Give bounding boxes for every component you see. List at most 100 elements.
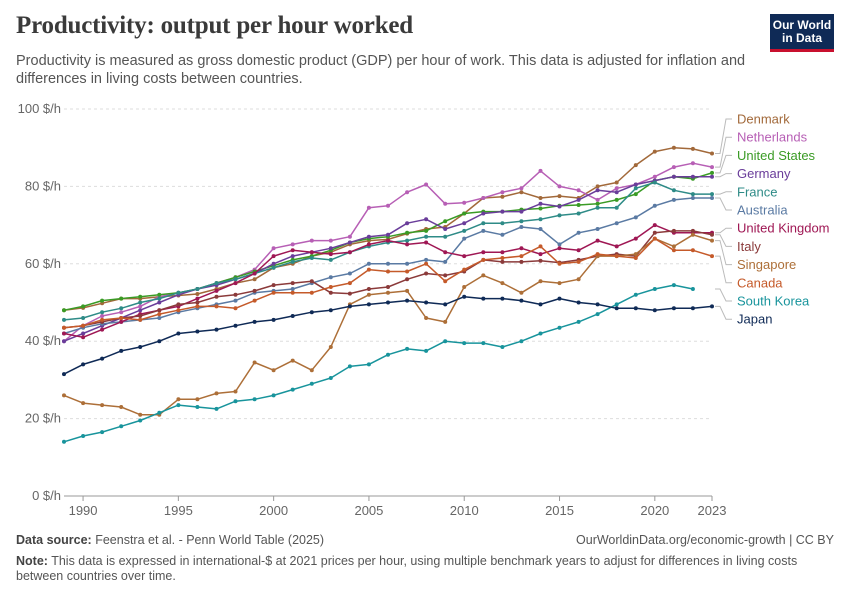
- series-japan[interactable]: [62, 294, 714, 377]
- data-point-united-states[interactable]: [576, 203, 581, 207]
- data-point-australia[interactable]: [633, 215, 638, 220]
- data-point-france[interactable]: [214, 281, 219, 286]
- data-point-france[interactable]: [595, 205, 600, 210]
- data-point-australia[interactable]: [576, 230, 581, 235]
- data-point-united-states[interactable]: [595, 201, 600, 206]
- data-point-netherlands[interactable]: [386, 203, 390, 208]
- data-point-germany[interactable]: [481, 211, 486, 216]
- data-point-germany[interactable]: [614, 190, 619, 195]
- data-point-japan[interactable]: [595, 302, 600, 307]
- data-point-singapore[interactable]: [500, 281, 505, 286]
- data-point-netherlands[interactable]: [557, 184, 562, 189]
- data-point-united-states[interactable]: [157, 292, 162, 297]
- data-point-italy[interactable]: [519, 259, 524, 264]
- data-point-japan[interactable]: [652, 308, 657, 313]
- data-point-canada[interactable]: [138, 317, 143, 322]
- data-point-singapore[interactable]: [405, 288, 410, 293]
- data-source-text[interactable]: Feenstra et al. - Penn World Table (2025…: [91, 533, 325, 547]
- data-point-italy[interactable]: [195, 300, 200, 305]
- data-point-france[interactable]: [328, 257, 333, 262]
- data-point-canada[interactable]: [233, 306, 238, 311]
- data-point-japan[interactable]: [519, 298, 524, 303]
- data-point-singapore[interactable]: [62, 393, 66, 398]
- data-point-italy[interactable]: [424, 271, 429, 276]
- series-line-france[interactable]: [63, 181, 712, 321]
- data-point-south-korea[interactable]: [62, 439, 66, 444]
- series-germany[interactable]: [62, 174, 714, 344]
- data-point-south-korea[interactable]: [481, 341, 486, 346]
- data-point-singapore[interactable]: [443, 319, 448, 324]
- data-point-france[interactable]: [500, 221, 505, 226]
- legend-label-canada[interactable]: Canada: [737, 275, 783, 290]
- legend-label-italy[interactable]: Italy: [737, 239, 761, 254]
- data-point-netherlands[interactable]: [690, 161, 695, 166]
- data-point-singapore[interactable]: [328, 345, 333, 349]
- data-point-canada[interactable]: [100, 317, 105, 322]
- data-point-singapore[interactable]: [233, 389, 238, 394]
- data-point-united-kingdom[interactable]: [81, 335, 86, 340]
- data-point-germany[interactable]: [271, 261, 276, 266]
- data-point-japan[interactable]: [671, 306, 676, 311]
- data-point-japan[interactable]: [576, 300, 581, 305]
- data-point-south-korea[interactable]: [328, 376, 333, 380]
- legend-label-united-states[interactable]: United States: [737, 148, 816, 163]
- data-point-france[interactable]: [671, 188, 676, 193]
- data-point-united-kingdom[interactable]: [252, 271, 257, 276]
- data-point-germany[interactable]: [328, 246, 333, 251]
- data-point-france[interactable]: [233, 277, 238, 282]
- data-point-united-states[interactable]: [138, 294, 143, 299]
- data-point-japan[interactable]: [176, 331, 181, 336]
- data-point-denmark[interactable]: [519, 190, 524, 195]
- data-point-japan[interactable]: [252, 319, 257, 324]
- data-point-canada[interactable]: [424, 261, 429, 266]
- data-point-canada[interactable]: [652, 236, 657, 241]
- data-point-italy[interactable]: [176, 302, 181, 307]
- owid-logo[interactable]: Our World in Data: [770, 14, 834, 52]
- data-point-denmark[interactable]: [500, 194, 505, 199]
- data-point-south-korea[interactable]: [519, 339, 524, 344]
- data-point-australia[interactable]: [424, 257, 429, 262]
- data-point-japan[interactable]: [157, 339, 162, 344]
- data-point-netherlands[interactable]: [519, 186, 524, 191]
- data-point-south-korea[interactable]: [214, 406, 219, 411]
- data-point-singapore[interactable]: [671, 244, 676, 249]
- data-point-japan[interactable]: [290, 314, 295, 318]
- data-point-south-korea[interactable]: [424, 348, 429, 353]
- data-point-singapore[interactable]: [462, 285, 467, 289]
- data-point-france[interactable]: [271, 265, 276, 270]
- data-point-singapore[interactable]: [366, 292, 371, 297]
- data-point-germany[interactable]: [62, 339, 66, 344]
- data-point-canada[interactable]: [481, 257, 486, 262]
- data-point-south-korea[interactable]: [138, 418, 143, 423]
- data-point-denmark[interactable]: [652, 149, 657, 154]
- legend-label-france[interactable]: France: [737, 184, 777, 199]
- data-point-denmark[interactable]: [252, 277, 257, 282]
- data-point-france[interactable]: [652, 180, 657, 185]
- series-singapore[interactable]: [62, 232, 714, 417]
- data-point-united-kingdom[interactable]: [538, 252, 543, 257]
- data-point-united-kingdom[interactable]: [62, 331, 66, 336]
- data-point-united-states[interactable]: [119, 296, 124, 301]
- data-point-canada[interactable]: [557, 261, 562, 266]
- data-point-canada[interactable]: [271, 290, 276, 295]
- data-point-south-korea[interactable]: [290, 387, 295, 392]
- data-point-france[interactable]: [290, 259, 295, 264]
- data-point-japan[interactable]: [100, 356, 105, 361]
- data-point-italy[interactable]: [710, 232, 714, 237]
- series-canada[interactable]: [62, 236, 714, 330]
- data-point-france[interactable]: [576, 211, 581, 216]
- data-point-italy[interactable]: [386, 285, 390, 289]
- data-point-france[interactable]: [81, 316, 86, 320]
- data-point-australia[interactable]: [157, 316, 162, 320]
- data-point-united-kingdom[interactable]: [195, 296, 200, 301]
- data-point-south-korea[interactable]: [576, 319, 581, 324]
- series-south-korea[interactable]: [62, 283, 695, 444]
- data-point-germany[interactable]: [366, 234, 371, 239]
- data-point-singapore[interactable]: [481, 273, 486, 278]
- data-point-netherlands[interactable]: [138, 304, 143, 309]
- legend-label-denmark[interactable]: Denmark: [737, 112, 790, 127]
- data-point-france[interactable]: [138, 300, 143, 305]
- data-point-australia[interactable]: [538, 227, 543, 231]
- data-point-australia[interactable]: [233, 298, 238, 303]
- data-point-canada[interactable]: [81, 323, 86, 328]
